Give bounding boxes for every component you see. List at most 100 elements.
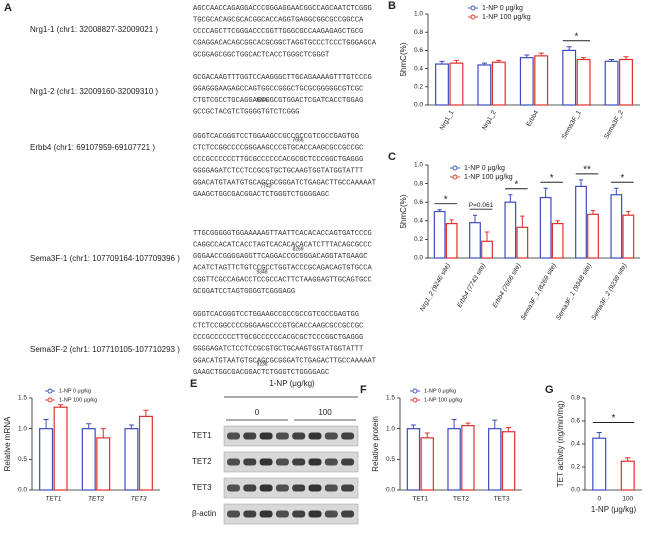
- error-bar: [143, 409, 149, 417]
- bar: [39, 428, 54, 491]
- cpg-site-label: 9246: [256, 97, 267, 103]
- legend-label: 1-NP 100 μg/kg: [482, 14, 531, 21]
- x-tick-label: 100: [622, 496, 633, 503]
- bar: [433, 210, 446, 259]
- blot-band: [324, 510, 338, 518]
- y-tick-label: 0.5: [386, 456, 395, 463]
- panel-label: A: [4, 2, 12, 14]
- bar: [519, 57, 534, 106]
- x-axis-label: 1-NP (μg/kg): [591, 505, 637, 514]
- bar: [622, 214, 635, 259]
- blot-strip: [223, 503, 359, 525]
- blot-row-label: TET2: [192, 457, 212, 466]
- bar: [575, 185, 587, 259]
- x-tick-label: TET1: [45, 496, 61, 503]
- bar: [516, 226, 529, 259]
- blot-band: [308, 484, 322, 492]
- y-tick-label: 0.2: [414, 84, 423, 91]
- sequence-line: GGACATGTAATGTGCAGCGCGGGATCTGAGACTTGCCAAA…: [193, 357, 376, 365]
- error-bar: [472, 214, 478, 223]
- x-tick-label: Erbb4: [525, 109, 540, 128]
- sequence-line: ACATCTAGTTCTGTCCGCCTGGTACCCGCAGACAGTGTGC…: [193, 265, 373, 273]
- bar: [488, 428, 502, 491]
- blot-title: 1-NP (μg/kg): [269, 379, 315, 388]
- x-tick-label: Erbb4 (7666 site): [492, 262, 523, 309]
- blot-band: [292, 510, 306, 518]
- y-tick-label: 0.0: [386, 487, 395, 494]
- bar: [447, 428, 461, 491]
- y-tick-label: 0.6: [571, 418, 580, 425]
- bar: [138, 415, 153, 491]
- significance-label: *: [574, 31, 578, 42]
- x-tick-label: TET2: [453, 496, 469, 503]
- legend-marker: [452, 174, 458, 180]
- error-bar: [614, 187, 619, 195]
- blot-band: [341, 484, 355, 492]
- y-tick-label: 0.6: [414, 47, 423, 54]
- panel-label: F: [360, 384, 367, 396]
- bar: [534, 55, 549, 106]
- sequence-line: CCCGCCCCCCTTGCGCCCCCCACGCGCTCCCGGCTGAGGG: [193, 334, 363, 342]
- blot-band: [324, 484, 338, 492]
- blot-band: [275, 510, 289, 518]
- x-tick-label: Sema3F_1 (8269 site): [520, 262, 558, 321]
- error-bar: [590, 210, 596, 215]
- blot-band: [292, 458, 306, 466]
- sequence-line: AGCCAACCAGAGGACCCGGGAGGAACGGCCAGCAATCTCG…: [193, 5, 372, 13]
- error-bar: [453, 59, 459, 64]
- bar: [610, 194, 623, 259]
- blot-band: [259, 458, 273, 466]
- y-tick-label: 0.5: [18, 456, 27, 463]
- blot-band: [341, 510, 355, 518]
- legend-label: 1-NP 0 μg/kg: [464, 165, 505, 172]
- bar: [477, 64, 492, 106]
- blot-band: [275, 484, 289, 492]
- y-tick-label: 0.4: [571, 441, 580, 448]
- y-tick-label: 0.2: [571, 464, 580, 471]
- x-tick-label: TET1: [412, 496, 428, 503]
- blot-band: [227, 432, 240, 440]
- group-label: 0: [255, 408, 260, 417]
- bar: [501, 431, 516, 491]
- sequence-line: GCCGCTACGTCTGGGGTGTCTCGGG: [193, 109, 299, 117]
- bar: [445, 222, 458, 259]
- sequence-line: CTCTCCGGCCCCGGGAAGCCCGTGCACCAAGCGCCGCCGC: [193, 144, 363, 152]
- blot-band: [227, 484, 240, 492]
- error-bar: [492, 419, 498, 429]
- sequence-line: CGGTTCGCCAGACCTCCGCCACTTCTAAGGAGTTGCAGTG…: [193, 276, 372, 284]
- blot-strip: [223, 477, 359, 499]
- bar: [469, 222, 481, 259]
- legend-marker: [412, 397, 418, 403]
- sequence-line: GGGTCACGGGTCCTGGAAGCCGCCGCCGTCGCCGAGTGG: [193, 311, 359, 319]
- y-tick-label: 0.0: [414, 102, 423, 109]
- legend-label: 1-NP 0 μg/kg: [59, 388, 91, 394]
- sequence-line: GAAGCTGGCGACGGACTCTGGGTCTGGGGAGC: [193, 369, 329, 377]
- y-tick-label: 0.8: [414, 29, 423, 36]
- y-tick-label: 0.0: [571, 487, 580, 494]
- x-tick-label: Nrg1_2: [481, 109, 498, 131]
- blot-band: [227, 510, 240, 518]
- y-tick-label: 0.4: [414, 65, 423, 72]
- x-tick-label: 0: [597, 496, 601, 503]
- error-bar: [596, 432, 602, 439]
- significance-label: P=0.061: [469, 202, 494, 209]
- y-axis-label: TET activity (ng/min/mg): [556, 400, 565, 487]
- blot-row-label: β-actin: [192, 509, 216, 518]
- x-tick-label: TET3: [494, 496, 510, 503]
- bar: [620, 460, 635, 491]
- bar: [539, 196, 552, 259]
- error-bar: [481, 62, 487, 65]
- x-tick-label: Nrg1_1: [439, 109, 456, 131]
- significance-label: *: [620, 173, 624, 184]
- bar: [604, 60, 619, 106]
- group-label: 100: [318, 408, 332, 417]
- bar: [81, 428, 96, 491]
- blot-band: [292, 484, 306, 492]
- error-bar: [86, 423, 92, 429]
- region-label: Sema3F-1 (chr1: 107709164-107709396 ): [30, 254, 180, 263]
- panel-label: G: [545, 384, 554, 396]
- error-bar: [609, 59, 615, 62]
- error-bar: [626, 211, 631, 216]
- cpg-site-label: 7666: [292, 137, 303, 143]
- bar: [562, 49, 577, 106]
